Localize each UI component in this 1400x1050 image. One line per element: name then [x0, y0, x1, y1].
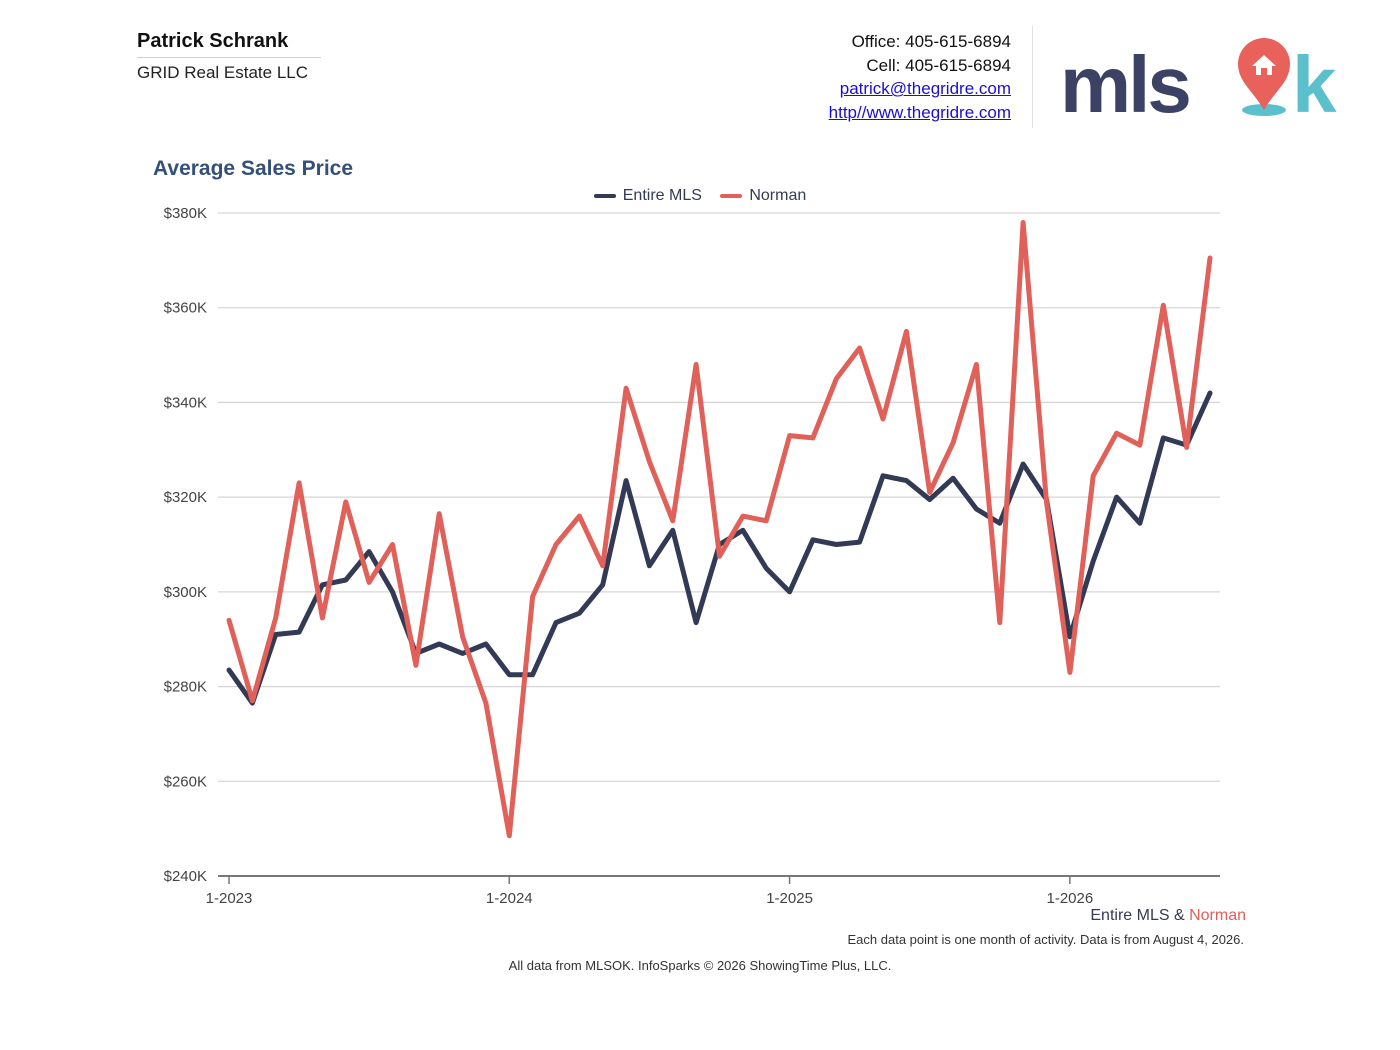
legend-label-entire-mls: Entire MLS: [622, 187, 702, 204]
agent-info: Patrick Schrank GRID Real Estate LLC: [137, 30, 321, 83]
x-tick-label: 1-2025: [766, 890, 813, 907]
office-phone: Office: 405-615-6894: [851, 32, 1011, 51]
footnote-series: Entire MLS & Norman: [1090, 907, 1246, 925]
footnote-source: All data from MLSOK. InfoSparks © 2026 S…: [508, 958, 892, 973]
house-pin-icon: [1238, 38, 1290, 116]
logo-text-k: k: [1292, 40, 1337, 120]
y-tick-label: $280K: [164, 679, 207, 696]
y-tick-label: $380K: [164, 205, 207, 222]
legend-swatch-entire-mls: [593, 194, 616, 198]
chart-title: Average Sales Price: [153, 157, 354, 180]
y-tick-label: $260K: [164, 773, 207, 790]
website-link[interactable]: http//www.thegridre.com: [828, 102, 1011, 122]
legend-item-norman: Norman: [720, 187, 806, 205]
y-tick-label: $300K: [164, 584, 207, 601]
y-tick-label: $360K: [164, 300, 207, 317]
footnote-note: Each data point is one month of activity…: [847, 932, 1244, 947]
logo-text-mls: mls: [1060, 40, 1189, 120]
mlsok-logo: mls k: [1060, 38, 1337, 120]
header-divider: [1032, 26, 1033, 128]
x-tick-label: 1-2023: [206, 890, 253, 907]
email-link[interactable]: patrick@thegridre.com: [839, 79, 1011, 98]
legend-swatch-norman: [720, 194, 743, 198]
contact-info: Office: 405-615-6894 Cell: 405-615-6894 …: [829, 30, 1011, 124]
footnote-series-norman: Norman: [1189, 907, 1246, 924]
x-tick-label: 1-2024: [486, 890, 533, 907]
agent-company: GRID Real Estate LLC: [137, 63, 309, 82]
y-tick-label: $240K: [164, 868, 207, 885]
agent-name: Patrick Schrank: [137, 30, 321, 58]
x-tick-label: 1-2026: [1046, 890, 1093, 907]
footnote-series-entire-mls: Entire MLS: [1090, 907, 1170, 924]
chart-legend: Entire MLS Norman: [0, 185, 1400, 205]
legend-item-entire-mls: Entire MLS: [593, 187, 702, 205]
cell-phone: Cell: 405-615-6894: [866, 55, 1011, 75]
y-tick-label: $340K: [164, 394, 207, 411]
y-tick-label: $320K: [164, 489, 207, 506]
legend-label-norman: Norman: [749, 187, 807, 204]
series-line-norman: [226, 220, 1213, 839]
footnote-amp: &: [1173, 907, 1185, 924]
